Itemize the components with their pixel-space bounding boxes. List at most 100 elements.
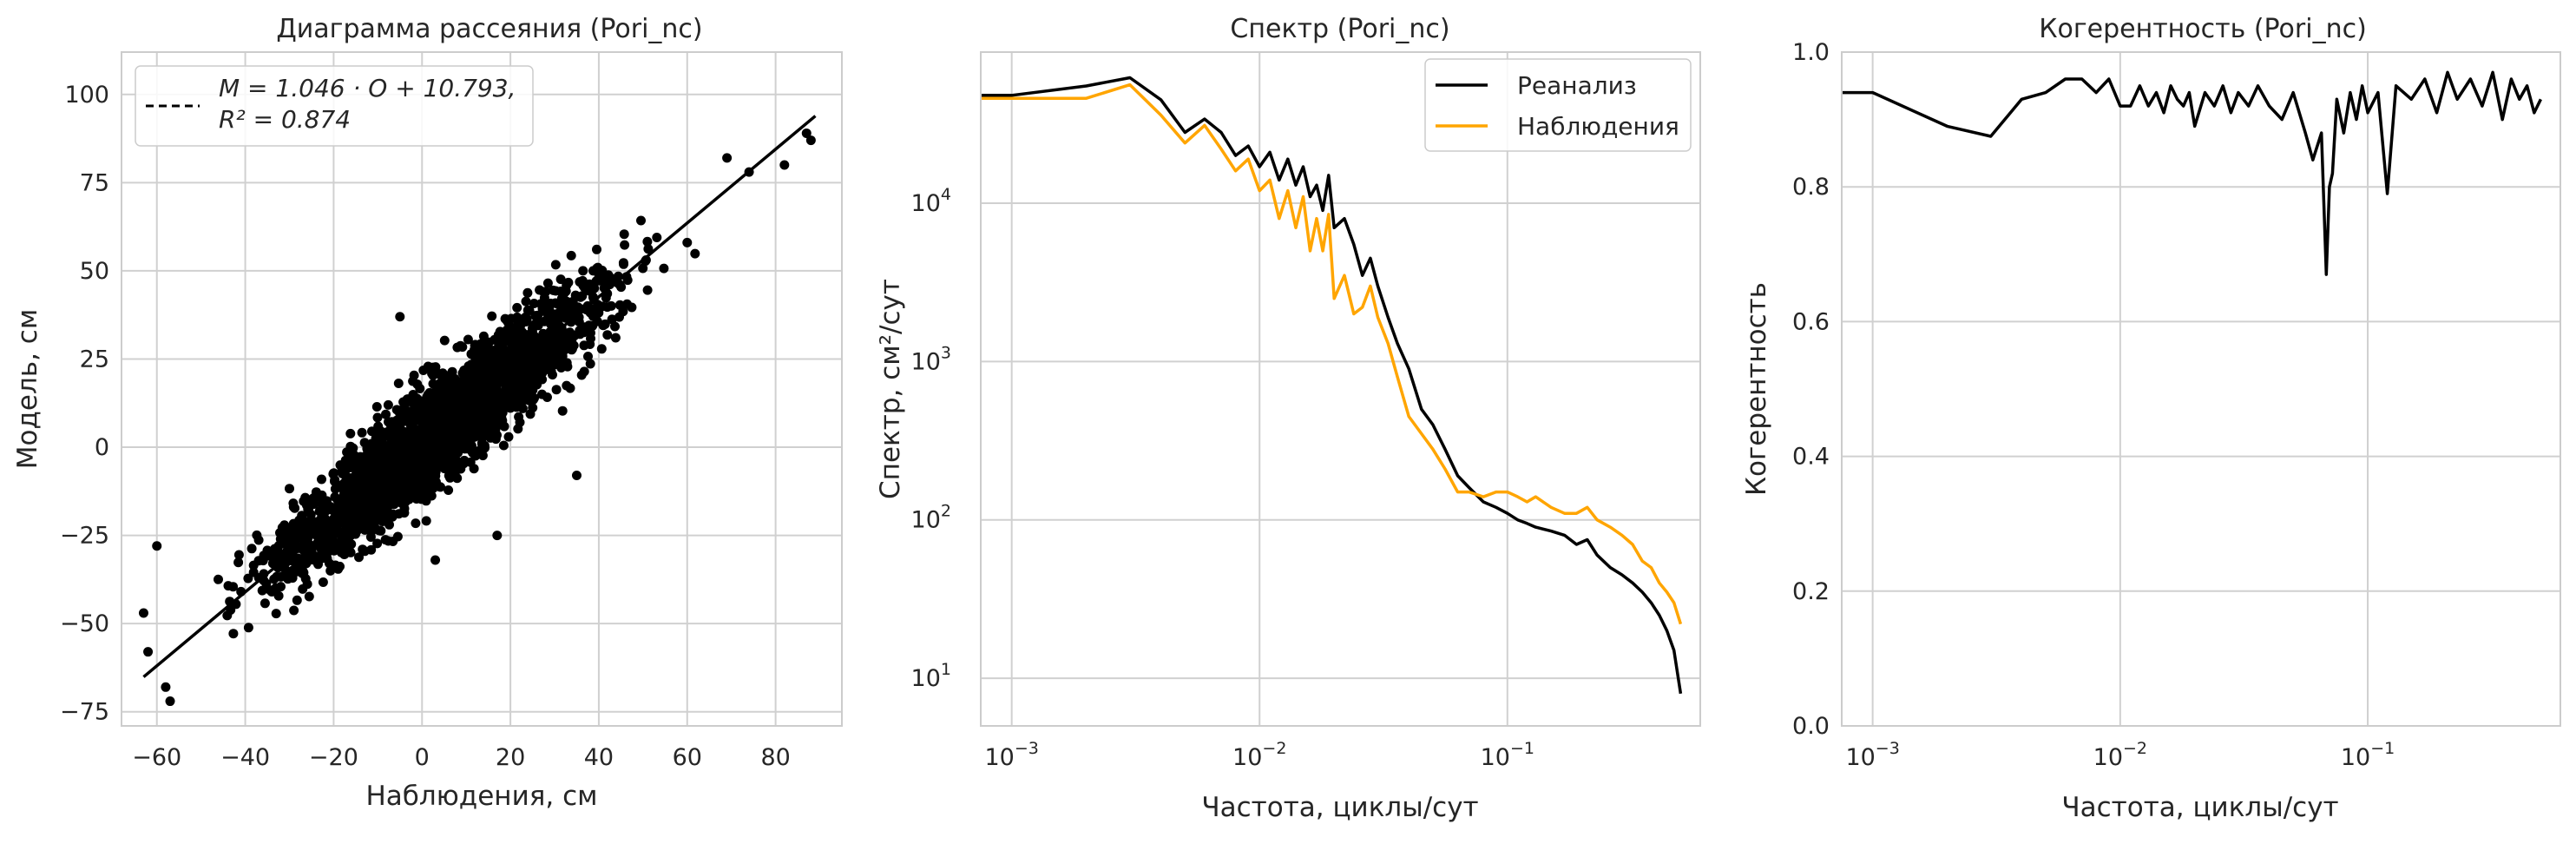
scatter-point bbox=[537, 389, 547, 399]
scatter-point bbox=[513, 424, 523, 434]
scatter-point bbox=[555, 330, 566, 340]
scatter-point bbox=[228, 582, 239, 592]
scatter-point bbox=[522, 287, 533, 298]
coherence-lines bbox=[1842, 70, 2542, 276]
scatter-point bbox=[330, 476, 339, 486]
scatter-point bbox=[505, 403, 516, 413]
x-tick-label: 60 bbox=[673, 744, 702, 771]
scatter-point bbox=[287, 530, 298, 540]
scatter-point bbox=[285, 484, 294, 494]
scatter-point bbox=[346, 539, 357, 550]
scatter-point bbox=[310, 517, 320, 527]
scatter-point bbox=[532, 315, 542, 326]
y-tick-label: 0.6 bbox=[1792, 308, 1830, 335]
scatter-point bbox=[402, 440, 412, 451]
scatter-point bbox=[243, 623, 253, 633]
scatter-point bbox=[371, 496, 381, 506]
scatter-point bbox=[523, 383, 534, 393]
scatter-ylabel: Модель, см bbox=[12, 309, 43, 469]
scatter-point bbox=[495, 326, 505, 337]
scatter-point bbox=[417, 459, 428, 470]
scatter-point bbox=[499, 358, 509, 368]
scatter-legend: M = 1.046 · O + 10.793, R² = 0.874 bbox=[135, 65, 534, 147]
scatter-point bbox=[521, 316, 531, 326]
scatter-point bbox=[253, 535, 264, 545]
scatter-point bbox=[444, 485, 454, 495]
y-tick-label: 0 bbox=[95, 434, 109, 461]
scatter-point bbox=[522, 340, 533, 350]
scatter-point bbox=[521, 296, 531, 307]
scatter-point bbox=[345, 428, 356, 438]
coherence-xlabel: Частота, циклы/сут bbox=[2061, 792, 2338, 823]
scatter-point bbox=[575, 329, 585, 340]
scatter-point bbox=[312, 537, 323, 548]
scatter-point bbox=[529, 393, 539, 403]
y-tick-label: −50 bbox=[60, 610, 109, 637]
scatter-point bbox=[444, 466, 455, 477]
y-tick-label: 100 bbox=[64, 82, 109, 109]
x-tick-label: 80 bbox=[760, 744, 790, 771]
series-line-reanalysis bbox=[981, 76, 1683, 695]
scatter-point bbox=[537, 346, 547, 357]
spectrum-title: Спектр (Pori_nc) bbox=[1230, 14, 1449, 44]
scatter-point bbox=[610, 321, 620, 332]
scatter-point bbox=[434, 451, 444, 461]
scatter-point bbox=[550, 286, 561, 296]
scatter-point bbox=[330, 484, 340, 494]
scatter-point bbox=[375, 435, 385, 445]
scatter-point bbox=[243, 573, 253, 584]
x-tick-label: 20 bbox=[496, 744, 525, 771]
scatter-point bbox=[460, 380, 470, 391]
scatter-point bbox=[248, 560, 259, 570]
y-tick-label: 75 bbox=[80, 169, 109, 196]
y-tick-label: 0.0 bbox=[1792, 713, 1830, 740]
series-line-observations bbox=[981, 82, 1683, 625]
scatter-point bbox=[579, 340, 589, 351]
scatter-point bbox=[382, 506, 392, 517]
coherence-ylabel: Когерентность bbox=[1741, 282, 1772, 496]
y-tick-exponent: 1 bbox=[941, 660, 951, 679]
scatter-point bbox=[616, 282, 627, 293]
coherence-frame bbox=[1841, 51, 2561, 727]
scatter-point bbox=[542, 359, 553, 369]
scatter-point bbox=[292, 595, 302, 605]
scatter-point bbox=[302, 579, 312, 590]
scatter-point bbox=[288, 498, 299, 509]
scatter-point bbox=[287, 573, 298, 584]
scatter-point bbox=[439, 400, 450, 411]
scatter-point bbox=[458, 458, 469, 469]
scatter-point bbox=[288, 518, 299, 529]
y-tick-exponent: 2 bbox=[941, 502, 951, 521]
scatter-point bbox=[428, 379, 438, 389]
scatter-point bbox=[430, 362, 441, 373]
scatter-point bbox=[345, 547, 356, 557]
scatter-point bbox=[557, 406, 568, 416]
scatter-point bbox=[801, 128, 812, 138]
scatter-point bbox=[564, 340, 575, 351]
scatter-point bbox=[392, 497, 403, 507]
scatter-point bbox=[268, 545, 279, 556]
scatter-point bbox=[498, 440, 509, 451]
spectrum-ylabel: Спектр, см²/сут bbox=[875, 279, 906, 499]
regression-line bbox=[142, 115, 817, 678]
scatter-point bbox=[374, 512, 384, 523]
scatter-point bbox=[452, 473, 463, 484]
scatter-point bbox=[413, 434, 424, 445]
scatter-point bbox=[408, 480, 418, 490]
scatter-point bbox=[622, 275, 633, 286]
scatter-point bbox=[276, 571, 286, 582]
scatter-panel: Диаграмма рассеяния (Pori_nc) −60 −40 −20 0… bbox=[12, 14, 843, 812]
scatter-point bbox=[576, 370, 587, 380]
scatter-point bbox=[374, 445, 384, 455]
scatter-point bbox=[642, 285, 653, 295]
scatter-point bbox=[318, 577, 328, 587]
scatter-point bbox=[341, 521, 351, 531]
scatter-point bbox=[543, 316, 554, 326]
scatter-point bbox=[555, 307, 566, 317]
scatter-point bbox=[682, 237, 693, 247]
scatter-point bbox=[417, 414, 428, 425]
scatter-point bbox=[466, 409, 476, 419]
scatter-point bbox=[504, 373, 515, 383]
scatter-point bbox=[431, 461, 442, 471]
